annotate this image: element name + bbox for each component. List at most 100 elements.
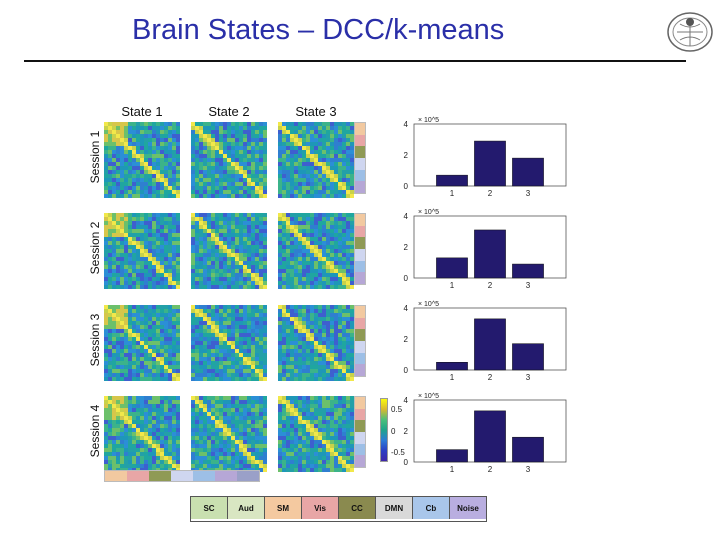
y-tick-label: 0 — [404, 274, 409, 283]
y-exponent-label: × 10^5 — [418, 393, 439, 400]
network-color-bar-session-2 — [354, 213, 366, 285]
network-color-strip-bottom — [104, 470, 260, 482]
network-color-segment — [355, 420, 365, 433]
slide-title: Brain States – DCC/k-means — [132, 14, 505, 46]
legend-item-vis: Vis — [302, 497, 339, 519]
network-color-segment — [355, 443, 365, 456]
x-tick-label: 1 — [450, 465, 455, 474]
correlation-matrix-session-4-state-2 — [191, 396, 267, 472]
bar-state-1 — [436, 174, 468, 187]
network-color-segment — [355, 455, 365, 468]
network-color-segment — [105, 471, 127, 481]
y-exponent-label: × 10^5 — [418, 209, 439, 216]
y-tick-label: 2 — [404, 335, 409, 344]
network-color-bar-session-3 — [354, 305, 366, 377]
x-tick-label: 3 — [526, 189, 531, 198]
x-tick-label: 1 — [450, 281, 455, 290]
network-color-segment — [355, 158, 365, 170]
network-color-segment — [149, 471, 171, 481]
network-color-segment — [355, 397, 365, 409]
y-tick-label: 4 — [404, 304, 409, 313]
network-color-segment — [355, 260, 365, 273]
legend-item-aud: Aud — [228, 497, 265, 519]
correlation-matrix-session-1-state-1 — [104, 122, 180, 198]
network-color-segment — [355, 134, 365, 147]
bar-chart-session-3: 0 2 4 × 10^5 1 2 3 — [404, 301, 567, 382]
network-color-bar-session-1 — [354, 122, 366, 194]
correlation-matrix-session-2-state-1 — [104, 213, 180, 289]
y-tick-label: 4 — [404, 396, 409, 405]
x-tick-label: 2 — [488, 189, 493, 198]
bar-chart-session-1: 0 2 4 × 10^5 1 2 3 — [404, 117, 567, 198]
network-color-segment — [355, 432, 365, 444]
y-tick-label: 2 — [404, 151, 409, 160]
x-tick-label: 3 — [526, 465, 531, 474]
bar-state-3 — [512, 263, 544, 279]
y-tick-label: 0 — [404, 458, 409, 467]
y-exponent-label: × 10^5 — [418, 117, 439, 124]
network-color-segment — [355, 341, 365, 353]
row-label-session-1: Session 1 — [88, 130, 102, 184]
network-color-bar-session-4 — [354, 396, 366, 468]
colorbar-mid-label: 0 — [391, 427, 396, 436]
column-label-state-1: State 1 — [121, 104, 163, 119]
bar-state-1 — [436, 362, 468, 371]
correlation-matrix-session-4-state-3 — [278, 396, 354, 472]
bar-chart-session-2: 0 2 4 × 10^5 1 2 3 — [404, 209, 567, 290]
bar-state-3 — [512, 157, 544, 187]
network-color-segment — [355, 364, 365, 377]
y-tick-label: 4 — [404, 212, 409, 221]
row-label-session-4: Session 4 — [88, 404, 102, 458]
title-divider — [24, 60, 686, 62]
network-color-segment — [355, 408, 365, 421]
legend-item-cb: Cb — [413, 497, 450, 519]
network-color-segment — [355, 329, 365, 342]
y-tick-label: 0 — [404, 366, 409, 375]
correlation-matrix-session-2-state-3 — [278, 213, 354, 289]
y-tick-label: 2 — [404, 427, 409, 436]
network-legend: SC Aud SM Vis CC DMN Cb Noise — [190, 496, 487, 522]
correlation-matrix-session-3-state-3 — [278, 305, 354, 381]
legend-item-dmn: DMN — [376, 497, 413, 519]
legend-item-sm: SM — [265, 497, 302, 519]
bar-state-2 — [474, 229, 506, 279]
bar-state-1 — [436, 257, 468, 279]
x-tick-label: 2 — [488, 373, 493, 382]
correlation-matrix-session-1-state-3 — [278, 122, 354, 198]
bar-state-3 — [512, 436, 544, 463]
network-color-segment — [355, 169, 365, 182]
x-tick-label: 1 — [450, 189, 455, 198]
network-color-segment — [355, 352, 365, 365]
network-color-segment — [127, 471, 149, 481]
bar-state-1 — [436, 449, 468, 463]
network-color-segment — [355, 249, 365, 261]
column-label-state-2: State 2 — [208, 104, 250, 119]
legend-item-noise: Noise — [450, 497, 486, 519]
x-tick-label: 2 — [488, 465, 493, 474]
correlation-matrix-session-3-state-1 — [104, 305, 180, 381]
bar-state-2 — [474, 318, 506, 371]
network-color-segment — [355, 123, 365, 135]
university-logo-icon — [667, 12, 713, 52]
network-color-segment — [355, 272, 365, 285]
row-label-session-2: Session 2 — [88, 221, 102, 275]
bar-state-3 — [512, 343, 544, 371]
network-color-segment — [355, 146, 365, 159]
network-color-segment — [355, 237, 365, 250]
correlation-matrix-session-4-state-1 — [104, 396, 180, 472]
x-tick-label: 2 — [488, 281, 493, 290]
correlation-colorbar — [380, 398, 388, 462]
network-color-segment — [193, 471, 215, 481]
bar-state-2 — [474, 140, 506, 187]
network-color-segment — [171, 471, 193, 481]
y-tick-label: 2 — [404, 243, 409, 252]
y-tick-label: 0 — [404, 182, 409, 191]
correlation-matrix-session-1-state-2 — [191, 122, 267, 198]
x-tick-label: 3 — [526, 373, 531, 382]
network-color-segment — [355, 306, 365, 318]
network-color-segment — [215, 471, 237, 481]
correlation-matrix-session-2-state-2 — [191, 213, 267, 289]
correlation-matrix-session-3-state-2 — [191, 305, 267, 381]
legend-item-sc: SC — [191, 497, 228, 519]
bar-state-2 — [474, 410, 506, 463]
